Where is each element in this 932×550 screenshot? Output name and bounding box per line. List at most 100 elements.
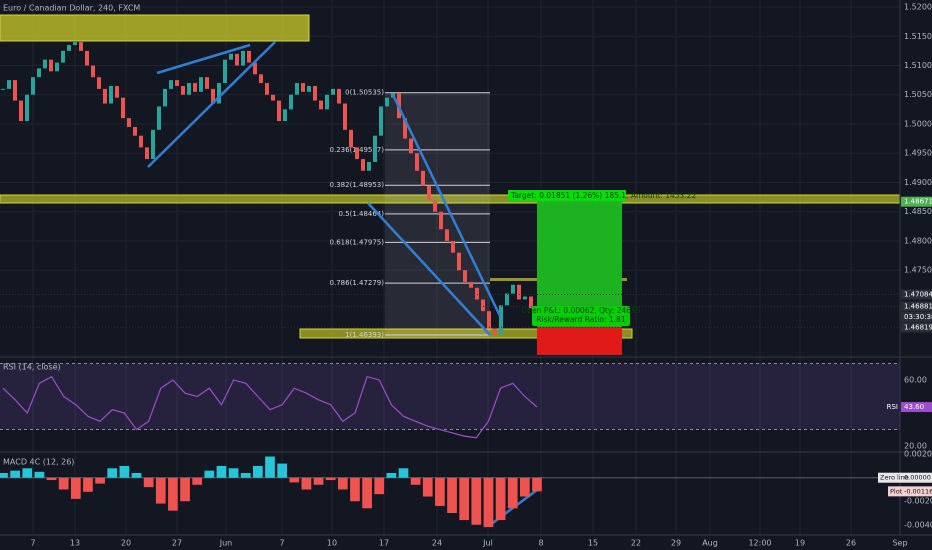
candle [43, 59, 47, 69]
macd-bar [58, 477, 69, 490]
candle [451, 240, 455, 253]
pnl-box [532, 306, 630, 326]
candle [409, 138, 413, 154]
y-tick-label: 1.52000 [904, 3, 932, 12]
candle [175, 80, 179, 86]
candle [379, 106, 383, 136]
candle [55, 62, 59, 72]
candle [427, 185, 431, 201]
candle [85, 50, 89, 66]
macd-bar [143, 477, 154, 488]
x-tick-label: 24 [432, 539, 442, 548]
macd-bar [180, 477, 190, 502]
zero-tag-name: Zero line [880, 474, 909, 482]
candle [433, 200, 437, 212]
x-tick-label: 12:00 [748, 539, 771, 548]
fib-label: 0.382(1.48953) [330, 181, 385, 189]
candle [499, 305, 503, 335]
candle [511, 284, 515, 294]
candle [505, 293, 509, 306]
macd-bar [168, 477, 178, 511]
candle [67, 45, 71, 51]
macd-bar [386, 473, 397, 478]
candle [361, 159, 365, 171]
candle [193, 83, 197, 92]
candle [283, 109, 287, 122]
macd-bar [216, 465, 227, 478]
candle [127, 118, 131, 127]
candle [367, 162, 371, 171]
candle [295, 83, 299, 95]
fib-box [385, 93, 490, 337]
candle [7, 80, 11, 89]
macd-bar [301, 477, 312, 490]
macd-bar [95, 477, 105, 484]
macd-bar [240, 473, 251, 478]
candle [151, 129, 155, 160]
candle [19, 100, 23, 122]
candle [241, 50, 245, 66]
y-tick-label: -0.00200 [904, 497, 932, 506]
candle [103, 88, 107, 104]
candle [223, 59, 227, 84]
price-tag-label: 1.46819 [904, 323, 932, 331]
macd-bar [398, 468, 409, 478]
trend-line [147, 41, 276, 168]
x-tick-label: 17 [379, 539, 389, 548]
x-tick-label: 26 [846, 539, 856, 548]
macd-bar [362, 477, 372, 509]
rsi-tag-name: RSI [887, 403, 898, 411]
y-tick-label: 1.50000 [904, 119, 932, 128]
trend-line [367, 202, 491, 336]
fib-label: 1(1.46393) [345, 331, 384, 339]
macd-bar [520, 477, 530, 497]
macd-bar [410, 477, 421, 485]
candle [145, 147, 149, 160]
y-tick-label: 1.48000 [904, 236, 932, 245]
y-tick-label: 60.00 [904, 375, 927, 384]
zone [299, 328, 633, 339]
macd-bar [459, 477, 470, 521]
macd-bar [483, 477, 494, 528]
price-axis-bg [900, 0, 932, 550]
rr-label: Risk/Reward Ratio: 1.81 [536, 315, 625, 324]
candle [277, 100, 281, 122]
chart-title: Euro / Canadian Dollar, 240, FXCM [3, 4, 140, 13]
candle [463, 270, 467, 282]
candle [31, 77, 35, 95]
macd-bar [119, 465, 130, 478]
candle [523, 296, 527, 300]
candle [73, 42, 77, 46]
plot-tag [888, 486, 932, 497]
macd-title: MACD 4C (12, 26) [3, 458, 74, 467]
rsi-title: RSI (14, close) [3, 363, 61, 372]
x-tick-label: 7 [279, 539, 284, 548]
x-tick-label: Aug [702, 539, 718, 548]
candle [475, 287, 479, 300]
candle [229, 53, 233, 60]
candle [469, 281, 473, 288]
macd-bar [0, 473, 8, 478]
rsi-band [0, 363, 900, 430]
candle [181, 85, 185, 95]
macd-bar [253, 465, 263, 478]
candle [91, 65, 95, 78]
candle [487, 311, 491, 329]
candle [439, 211, 443, 230]
y-tick-label: 1.48500 [904, 207, 932, 216]
candle [445, 229, 449, 241]
price-tag-label: 1.48671 [904, 198, 932, 206]
fib-layer: 0(1.50535)0.236(1.49557)0.382(1.48953)0.… [330, 89, 490, 339]
candle [349, 129, 353, 148]
candle [313, 85, 317, 101]
candle [37, 68, 41, 78]
rsi-line [2, 375, 538, 439]
macd-bar [289, 477, 300, 483]
x-tick-label: Jul [482, 539, 493, 548]
candle [481, 299, 485, 312]
candle [13, 80, 17, 101]
macd-bar [155, 477, 166, 504]
rsi-tag [901, 402, 932, 413]
candle [139, 135, 143, 148]
